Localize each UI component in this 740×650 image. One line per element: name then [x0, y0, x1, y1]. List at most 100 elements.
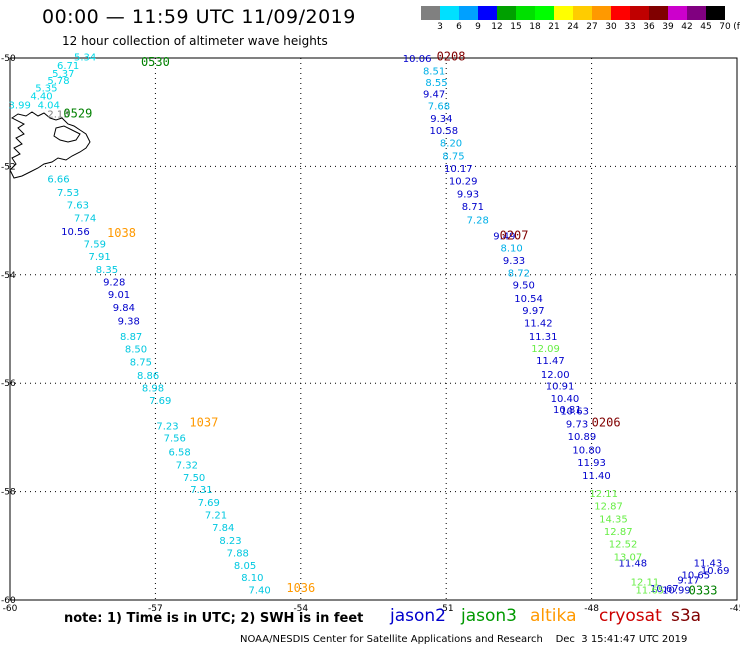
wave-height-label: 7.88: [227, 549, 249, 560]
legend-tick: 45: [700, 22, 712, 32]
legend-swatch: [440, 6, 459, 20]
legend-swatch: [497, 6, 516, 20]
legend-swatch: [421, 6, 440, 20]
wave-height-label: 9.47: [423, 90, 445, 101]
satellite-legend-item: jason2: [390, 606, 446, 626]
wave-height-label: 3.99: [9, 100, 31, 111]
y-tick-label: -58: [1, 488, 16, 498]
wave-height-label: 6.58: [169, 447, 191, 458]
footer-note: note: 1) Time is in UTC; 2) SWH is in fe…: [64, 611, 364, 626]
wave-height-label: 9.33: [503, 256, 525, 267]
x-tick-label: -48: [584, 604, 599, 614]
legend-swatch: [649, 6, 668, 20]
wave-height-label: 9.73: [566, 420, 588, 431]
wave-height-label: 7.59: [84, 240, 106, 251]
wave-height-label: 5.37: [52, 69, 74, 80]
island-outline-east: [53, 125, 81, 143]
track-label: 1038: [107, 226, 136, 240]
wave-height-label: 8.75: [130, 357, 152, 368]
legend-tick: 6: [456, 22, 462, 32]
legend-tick: 30: [605, 22, 617, 32]
x-tick-label: -60: [3, 604, 18, 614]
legend-swatch: [573, 6, 592, 20]
track-label: 0530: [141, 55, 170, 69]
track-label: 0207: [500, 229, 529, 243]
wave-height-label: 11.42: [524, 318, 553, 329]
wave-height-label: 7.74: [74, 214, 96, 225]
legend-tick: 27: [586, 22, 598, 32]
wave-height-label: 6.66: [47, 175, 69, 186]
wave-height-label: 7.31: [190, 485, 212, 496]
track-label: 0206: [592, 416, 621, 430]
legend-tick: (ft): [733, 22, 740, 32]
legend-swatch: [516, 6, 535, 20]
wave-height-label: 11.31: [529, 332, 558, 343]
wave-height-label: 10.65: [681, 570, 710, 581]
wave-height-label: 7.91: [89, 252, 111, 263]
legend-tick: 9: [475, 22, 481, 32]
satellite-legend-item: jason3: [461, 606, 517, 626]
wave-height-label: 9.49: [493, 232, 515, 243]
wave-height-label: 9.97: [522, 306, 544, 317]
wave-height-label: 8.20: [440, 138, 462, 149]
legend-tick: 12: [491, 22, 503, 32]
wave-height-label: 10.80: [572, 446, 601, 457]
wave-height-label: 8.50: [125, 344, 147, 355]
wave-height-label: 5.34: [74, 53, 96, 64]
wave-height-label: 5.78: [47, 76, 69, 87]
wave-height-label: 9.17: [677, 576, 699, 587]
wave-height-label: 7.53: [57, 188, 79, 199]
wave-height-label: 12.00: [541, 370, 570, 381]
wave-height-label: 7.69: [149, 396, 171, 407]
wave-height-label: 10.58: [429, 126, 458, 137]
wave-height-label: 12.11: [589, 489, 618, 500]
y-tick-label: -56: [1, 379, 16, 389]
wave-height-label: 7.21: [205, 511, 227, 522]
wave-height-label: 9.01: [108, 290, 130, 301]
wave-height-label: 13.07: [614, 552, 643, 563]
wave-height-label: 5.35: [35, 84, 57, 95]
legend-swatch: [535, 6, 554, 20]
legend-swatch: [478, 6, 497, 20]
x-tick-label: -57: [148, 604, 163, 614]
wave-height-label: 7.56: [164, 434, 186, 445]
wave-height-label: 12.87: [604, 527, 633, 538]
wave-height-label: 12.09: [531, 344, 560, 355]
x-tick-label: -54: [293, 604, 308, 614]
wave-height-label: 4.40: [30, 92, 52, 103]
wave-height-label: 8.35: [96, 265, 118, 276]
axes: -60 -57 -54 -51 -48 -45 -50 -52 -54 -56 -58 -60: [1, 54, 740, 614]
legend-swatch: [668, 6, 687, 20]
legend-tick: 33: [624, 22, 636, 32]
wave-height-label: 8.87: [120, 332, 142, 343]
satellite-legend-item: s3a: [671, 606, 702, 626]
y-tick-label: -54: [1, 271, 16, 281]
wave-height-label: 9.34: [430, 114, 452, 125]
data-labels: 5.346.715.375.785.354.404.04 3.99 2.13 6.66…: [9, 53, 730, 597]
wave-height-label: 11.40: [582, 471, 611, 482]
track-label: 0208: [437, 50, 466, 64]
track-label: 0529: [63, 107, 92, 121]
y-tick-label: -60: [1, 596, 16, 606]
wave-height-label: 10.06: [403, 54, 432, 65]
wave-height-label: 7.32: [176, 460, 198, 471]
wave-height-label: 9.28: [103, 278, 125, 289]
wave-height-label: 9.93: [457, 189, 479, 200]
wave-height-label: 7.84: [212, 523, 234, 534]
wave-height-label: 9.50: [513, 280, 535, 291]
wave-height-label: 10.69: [701, 566, 730, 577]
wave-height-label: 11.93: [577, 458, 606, 469]
wave-height-label: 10.99: [662, 585, 691, 596]
island-outline: [9, 111, 91, 179]
wave-height-label: 8.10: [241, 573, 263, 584]
legend-swatch: [630, 6, 649, 20]
satellite-legend-item: altika: [530, 606, 577, 626]
wave-height-label: 8.72: [508, 268, 530, 279]
wave-height-label: 8.75: [442, 151, 464, 162]
wave-height-label: 12.87: [594, 501, 623, 512]
legend-swatch: [459, 6, 478, 20]
credit-line: NOAA/NESDIS Center for Satellite Applica…: [240, 634, 688, 645]
wave-height-label: 7.50: [183, 473, 205, 484]
wave-height-label: 8.23: [219, 536, 241, 547]
